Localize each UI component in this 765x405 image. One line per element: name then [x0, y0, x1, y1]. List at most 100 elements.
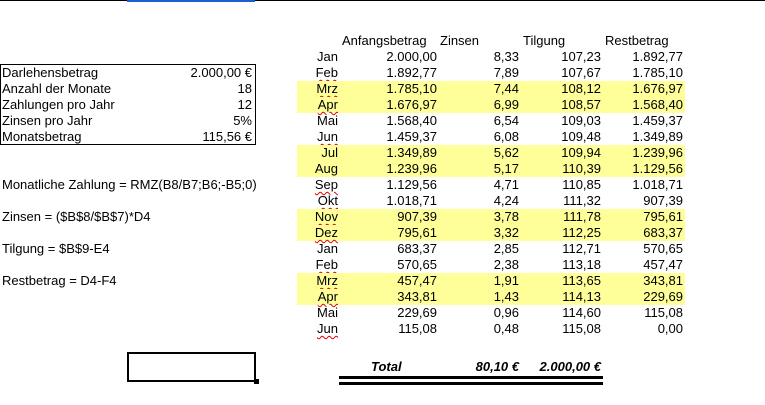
tilgung-cell[interactable]: 108,57 [561, 97, 601, 112]
zinsen-cell[interactable]: 4,71 [493, 177, 519, 192]
restbetrag-cell[interactable]: 1.129,56 [632, 161, 683, 176]
restbetrag-cell[interactable]: 457,47 [643, 257, 683, 272]
anfangsbetrag-cell[interactable]: 570,65 [397, 257, 437, 272]
restbetrag-cell[interactable]: 683,37 [643, 225, 683, 240]
month-cell[interactable]: Dez [314, 225, 338, 240]
restbetrag-cell[interactable]: 0,00 [657, 321, 683, 336]
anfangsbetrag-cell[interactable]: 229,69 [397, 305, 437, 320]
selected-cell[interactable] [127, 352, 256, 382]
tilgung-cell[interactable]: 109,48 [561, 129, 601, 144]
parameter-row[interactable]: Darlehensbetrag 2.000,00 € [2, 65, 252, 81]
restbetrag-cell[interactable]: 1.785,10 [632, 65, 683, 80]
month-cell[interactable]: Mai [317, 305, 338, 320]
month-cell[interactable]: Jan [317, 241, 338, 256]
month-cell[interactable]: Jul [321, 145, 338, 160]
formula-principal[interactable]: Tilgung = $B$9-E4 [2, 241, 110, 256]
zinsen-cell[interactable]: 2,85 [493, 241, 519, 256]
anfangsbetrag-cell[interactable]: 1.785,10 [386, 81, 437, 96]
anfangsbetrag-cell[interactable]: 1.892,77 [386, 65, 437, 80]
tilgung-cell[interactable]: 113,18 [562, 257, 601, 272]
anfangsbetrag-cell[interactable]: 907,39 [397, 209, 437, 224]
fill-handle[interactable] [254, 379, 259, 384]
tilgung-cell[interactable]: 109,94 [561, 145, 601, 160]
zinsen-cell[interactable]: 8,33 [493, 49, 519, 64]
anfangsbetrag-cell[interactable]: 1.349,89 [386, 145, 437, 160]
zinsen-cell[interactable]: 3,78 [493, 209, 519, 224]
month-cell[interactable]: Aug [314, 161, 338, 176]
anfangsbetrag-cell[interactable]: 457,47 [397, 273, 437, 288]
zinsen-cell[interactable]: 7,44 [493, 81, 519, 96]
tilgung-cell[interactable]: 112,25 [562, 225, 601, 240]
month-cell[interactable]: Mrz [316, 273, 338, 288]
zinsen-cell[interactable]: 5,17 [493, 161, 519, 176]
month-cell[interactable]: Feb [315, 65, 338, 80]
month-cell[interactable]: Mrz [316, 81, 338, 96]
month-cell[interactable]: Nov [314, 209, 338, 224]
month-cell[interactable]: Apr [317, 97, 338, 112]
anfangsbetrag-cell[interactable]: 1.018,71 [386, 193, 437, 208]
zinsen-cell[interactable]: 1,43 [493, 289, 519, 304]
tilgung-cell[interactable]: 107,23 [561, 49, 601, 64]
zinsen-cell[interactable]: 7,89 [493, 65, 519, 80]
restbetrag-cell[interactable]: 1.568,40 [632, 97, 683, 112]
anfangsbetrag-cell[interactable]: 683,37 [397, 241, 437, 256]
anfangsbetrag-cell[interactable]: 1.676,97 [386, 97, 437, 112]
formula-monthly-payment[interactable]: Monatliche Zahlung = RMZ(B8/B7;B6;-B5;0) [2, 177, 257, 192]
month-cell[interactable]: Feb [315, 257, 338, 272]
tilgung-cell[interactable]: 108,12 [561, 81, 601, 96]
tilgung-cell[interactable]: 115,08 [562, 321, 601, 336]
restbetrag-cell[interactable]: 1.349,89 [632, 129, 683, 144]
restbetrag-cell[interactable]: 229,69 [643, 289, 683, 304]
restbetrag-cell[interactable]: 795,61 [643, 209, 683, 224]
zinsen-cell[interactable]: 2,38 [493, 257, 519, 272]
zinsen-cell[interactable]: 0,96 [493, 305, 519, 320]
zinsen-cell[interactable]: 6,54 [493, 113, 519, 128]
anfangsbetrag-cell[interactable]: 2.000,00 [386, 49, 437, 64]
tilgung-cell[interactable]: 110,85 [562, 177, 601, 192]
zinsen-cell[interactable]: 1,91 [493, 273, 519, 288]
parameter-row[interactable]: Monatsbetrag 115,56 € [2, 129, 252, 145]
restbetrag-cell[interactable]: 570,65 [643, 241, 683, 256]
restbetrag-cell[interactable]: 1.018,71 [632, 177, 683, 192]
parameter-row[interactable]: Zahlungen pro Jahr 12 [2, 97, 252, 113]
restbetrag-cell[interactable]: 1.892,77 [632, 49, 683, 64]
zinsen-cell[interactable]: 4,24 [493, 193, 519, 208]
parameter-row[interactable]: Anzahl der Monate 18 [2, 81, 252, 97]
zinsen-cell[interactable]: 6,08 [493, 129, 519, 144]
tilgung-cell[interactable]: 110,39 [562, 161, 601, 176]
tilgung-cell[interactable]: 113,65 [562, 273, 601, 288]
month-cell[interactable]: Okt [317, 193, 338, 208]
month-cell[interactable]: Jun [317, 321, 338, 336]
month-cell[interactable]: Apr [317, 289, 338, 304]
parameter-row[interactable]: Zinsen pro Jahr 5% [2, 113, 252, 129]
month-cell[interactable]: Mai [317, 113, 338, 128]
zinsen-cell[interactable]: 0,48 [493, 321, 519, 336]
tilgung-cell[interactable]: 114,60 [562, 305, 601, 320]
zinsen-cell[interactable]: 3,32 [493, 225, 519, 240]
zinsen-cell[interactable]: 5,62 [493, 145, 519, 160]
month-cell[interactable]: Sep [314, 177, 338, 192]
tilgung-cell[interactable]: 107,67 [561, 65, 601, 80]
anfangsbetrag-cell[interactable]: 1.459,37 [386, 129, 437, 144]
restbetrag-cell[interactable]: 1.239,96 [632, 145, 683, 160]
anfangsbetrag-cell[interactable]: 795,61 [397, 225, 437, 240]
restbetrag-cell[interactable]: 907,39 [643, 193, 683, 208]
formula-interest[interactable]: Zinsen = ($B$8/$B$7)*D4 [2, 209, 151, 224]
tilgung-cell[interactable]: 111,78 [563, 209, 601, 224]
restbetrag-cell[interactable]: 1.459,37 [632, 113, 683, 128]
formula-balance[interactable]: Restbetrag = D4-F4 [2, 273, 117, 288]
anfangsbetrag-cell[interactable]: 343,81 [397, 289, 437, 304]
anfangsbetrag-cell[interactable]: 1.239,96 [386, 161, 437, 176]
restbetrag-cell[interactable]: 343,81 [643, 273, 683, 288]
month-cell[interactable]: Jan [317, 49, 338, 64]
anfangsbetrag-cell[interactable]: 115,08 [398, 321, 437, 336]
tilgung-cell[interactable]: 109,03 [561, 113, 601, 128]
restbetrag-cell[interactable]: 1.676,97 [632, 81, 683, 96]
tilgung-cell[interactable]: 114,13 [562, 289, 601, 304]
anfangsbetrag-cell[interactable]: 1.129,56 [386, 177, 437, 192]
tilgung-cell[interactable]: 112,71 [562, 241, 601, 256]
anfangsbetrag-cell[interactable]: 1.568,40 [386, 113, 437, 128]
month-cell[interactable]: Jun [317, 129, 338, 144]
restbetrag-cell[interactable]: 115,08 [644, 305, 683, 320]
tilgung-cell[interactable]: 111,32 [563, 193, 601, 208]
